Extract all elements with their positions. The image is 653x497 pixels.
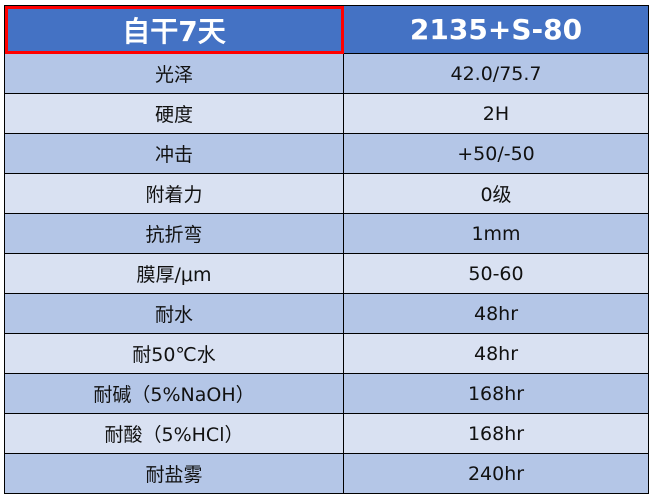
property-value-cell[interactable]: +50/-50: [343, 133, 649, 174]
property-value-cell[interactable]: 48hr: [343, 333, 649, 374]
table-row: 耐50℃水 48hr: [4, 333, 649, 374]
property-name-cell[interactable]: 膜厚/μm: [4, 253, 344, 294]
property-value-cell[interactable]: 48hr: [343, 293, 649, 334]
property-name-cell[interactable]: 耐水: [4, 293, 344, 334]
header-row: 自干7天 2135+S-80: [4, 5, 649, 54]
table-row: 抗折弯 1mm: [4, 213, 649, 254]
property-value-cell[interactable]: 50-60: [343, 253, 649, 294]
header-cell-condition[interactable]: 自干7天: [4, 5, 344, 54]
table-row: 硬度 2H: [4, 93, 649, 134]
property-value-cell[interactable]: 168hr: [343, 373, 649, 414]
table-row: 耐碱（5%NaOH） 168hr: [4, 373, 649, 414]
property-value-cell[interactable]: 1mm: [343, 213, 649, 254]
property-name-cell[interactable]: 耐碱（5%NaOH）: [4, 373, 344, 414]
property-name-cell[interactable]: 抗折弯: [4, 213, 344, 254]
table-row: 光泽 42.0/75.7: [4, 53, 649, 94]
property-name-cell[interactable]: 硬度: [4, 93, 344, 134]
table-row: 附着力 0级: [4, 173, 649, 214]
property-value-cell[interactable]: 2H: [343, 93, 649, 134]
property-name-cell[interactable]: 附着力: [4, 173, 344, 214]
property-name-cell[interactable]: 耐盐雾: [4, 453, 344, 494]
property-name-cell[interactable]: 冲击: [4, 133, 344, 174]
property-value-cell[interactable]: 168hr: [343, 413, 649, 454]
header-cell-product[interactable]: 2135+S-80: [343, 5, 649, 54]
property-name-cell[interactable]: 耐酸（5%HCl）: [4, 413, 344, 454]
table-row: 耐酸（5%HCl） 168hr: [4, 413, 649, 454]
properties-table: 自干7天 2135+S-80 光泽 42.0/75.7 硬度 2H 冲击 +50/-50 附…: [4, 5, 649, 494]
table-row: 冲击 +50/-50: [4, 133, 649, 174]
property-value-cell[interactable]: 0级: [343, 173, 649, 214]
property-value-cell[interactable]: 240hr: [343, 453, 649, 494]
table-row: 耐水 48hr: [4, 293, 649, 334]
property-value-cell[interactable]: 42.0/75.7: [343, 53, 649, 94]
property-name-cell[interactable]: 耐50℃水: [4, 333, 344, 374]
table-row: 膜厚/μm 50-60: [4, 253, 649, 294]
property-name-cell[interactable]: 光泽: [4, 53, 344, 94]
table-row: 耐盐雾 240hr: [4, 453, 649, 494]
